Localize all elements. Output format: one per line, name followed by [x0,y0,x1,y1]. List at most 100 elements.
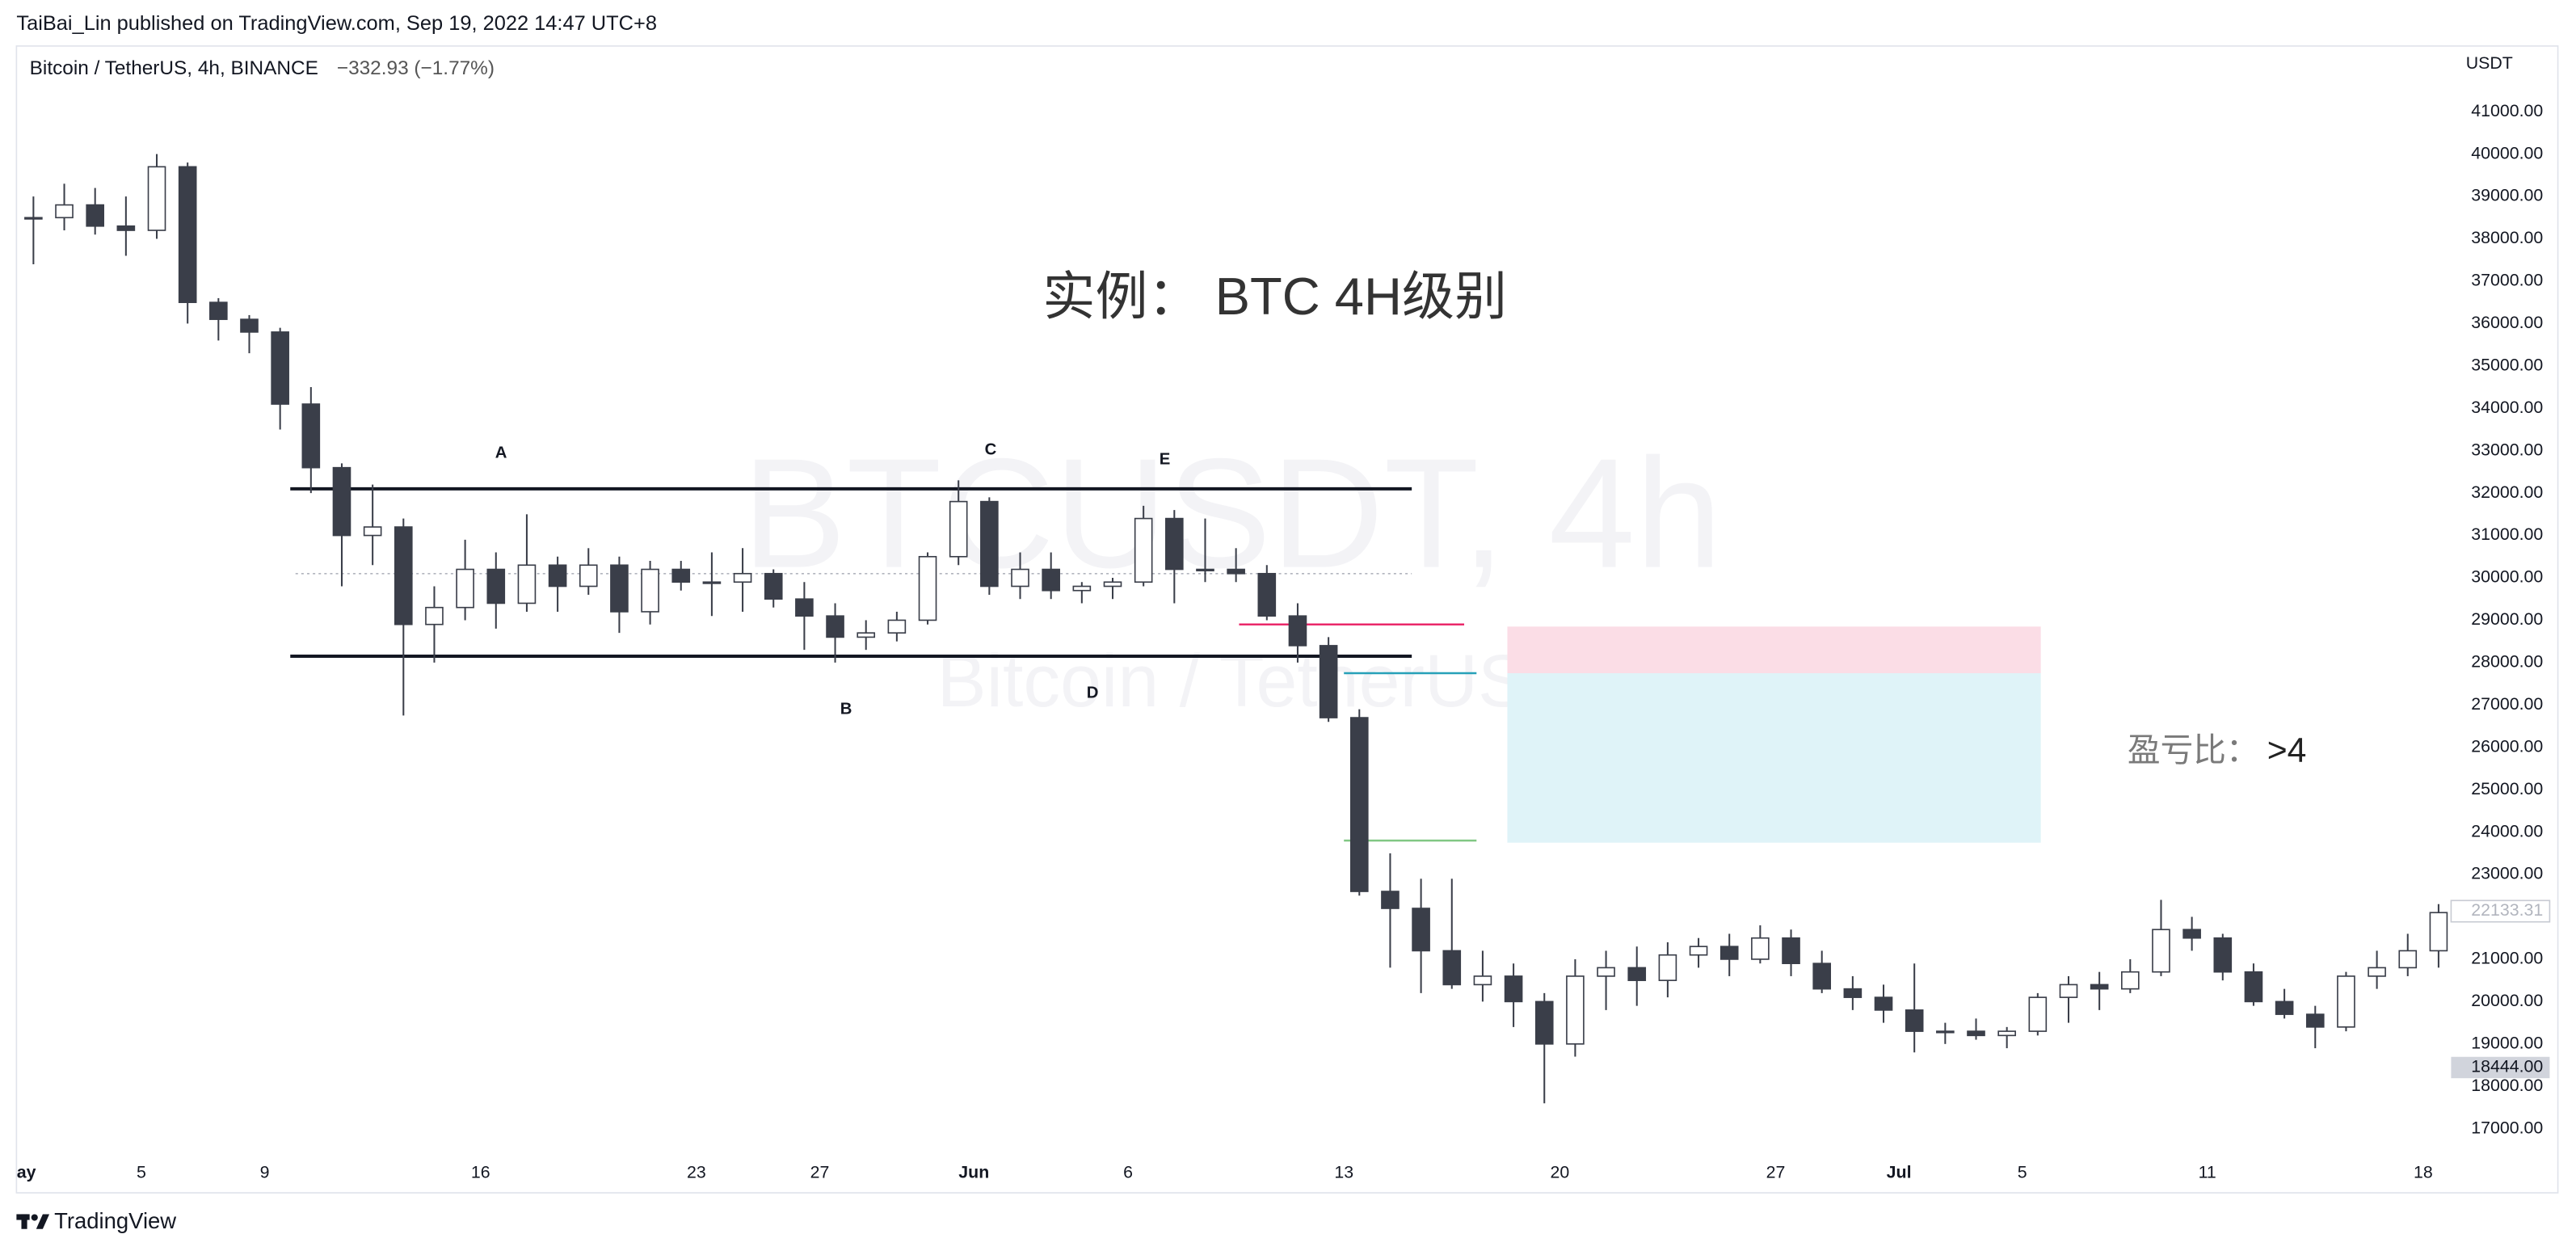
ratio-label: 盈亏比： [2128,731,2259,769]
candle-body [2337,975,2355,1028]
publish-info: TaiBai_Lin published on TradingView.com,… [16,12,657,35]
y-tick-label: 20000.00 [2471,991,2543,1010]
candle-body [394,526,413,626]
annotation: E [1160,451,1171,469]
x-tick-label: 23 [687,1162,706,1182]
candle-body [2152,929,2170,973]
price-badge-label: 18444.00 [2471,1057,2543,1076]
candle-body [610,564,629,613]
candle-body [1504,975,1523,1003]
candle-body [641,568,659,613]
candle-body [55,204,74,219]
candle-body [1442,950,1462,986]
candle-body [1936,1030,1955,1034]
candle-body [918,555,937,621]
annotation: C [985,440,997,458]
footer-brand: TradingView [54,1208,176,1233]
candle-body [363,526,382,537]
candle-body [826,615,844,638]
candle-body [1227,568,1245,575]
candle-body [887,619,907,634]
candle-body [1534,1000,1554,1045]
candle-body [1566,975,1585,1045]
x-tick-label: 11 [2199,1162,2216,1182]
y-tick-label: 23000.00 [2471,864,2543,883]
candle-body [1381,891,1400,909]
y-tick-label: 34000.00 [2471,398,2543,417]
candle-body [2398,950,2418,969]
y-tick-label: 40000.00 [2471,143,2543,162]
y-tick-label: 31000.00 [2471,524,2543,544]
y-tick-label: 35000.00 [2471,355,2543,374]
candle-body [2368,967,2386,977]
candle-body [271,331,289,405]
candle-body [178,166,197,303]
symbol-legend: Bitcoin / TetherUS, 4h, BINANCE [30,57,318,79]
candle-body [1257,572,1277,617]
candle-body [2121,971,2140,990]
candle-body [671,568,691,583]
candle-body [1103,581,1122,588]
price-badge [2450,899,2551,923]
axis-unit: USDT [2466,53,2513,73]
x-tick-label: 9 [260,1162,270,1182]
candle-body [2213,937,2233,973]
ratio-value: >4 [2267,731,2307,769]
y-tick-label: 24000.00 [2471,821,2543,840]
candle-body [1751,937,1770,960]
y-tick-label: 41000.00 [2471,101,2543,120]
candle-body [209,301,228,320]
candle-body [1843,988,1863,998]
x-tick-label: 5 [2018,1162,2027,1182]
x-tick-label: 27 [810,1162,830,1182]
annotation: A [495,444,507,462]
candle-body [2059,984,2078,998]
position-zone [1507,626,2041,673]
y-tick-label: 17000.00 [2471,1118,2543,1137]
y-tick-label: 39000.00 [2471,186,2543,205]
candle-body [1874,996,1893,1011]
y-tick-label: 30000.00 [2471,567,2543,587]
candle-body [2429,912,2448,952]
candle-body [1782,937,1800,965]
candle-body [240,318,259,333]
y-tick-label: 32000.00 [2471,482,2543,502]
candle-body [517,564,537,604]
plot-area [24,154,2448,1104]
y-tick-label: 21000.00 [2471,949,2543,968]
x-tick-label: Jun [958,1162,989,1182]
candle-body [1288,615,1307,647]
candle-body [486,568,506,604]
candle-body [116,225,136,231]
candle-body [332,466,351,537]
candle-body [1319,645,1338,718]
position-zone [1507,672,2041,843]
candle-body [2090,984,2109,990]
price-badge [2451,1056,2550,1079]
candle-body [1719,946,1739,960]
y-tick-label: 36000.00 [2471,313,2543,332]
price-badge-label: 22133.31 [2471,900,2543,920]
candle-body [949,500,968,558]
candle-body [301,403,321,469]
candle-body [86,204,105,227]
annotation: D [1087,684,1099,701]
candle-body [24,217,43,220]
watermark-name: Bitcoin / TetherUS [937,640,1527,722]
annotation: B [840,701,852,718]
candle-body [147,166,166,231]
candle-body [733,572,752,583]
candle-body [1011,568,1029,588]
x-tick-label: Jul [1887,1162,1912,1182]
y-tick-label: 38000.00 [2471,228,2543,247]
x-tick-label: ay [17,1162,36,1182]
footer-logo [16,1214,50,1229]
candle-body [1072,585,1092,592]
candle-body [1597,967,1615,977]
candle-body [548,564,567,588]
candle-body [1997,1030,2016,1037]
x-tick-label: 13 [1334,1162,1353,1182]
candle-body [1042,568,1060,592]
